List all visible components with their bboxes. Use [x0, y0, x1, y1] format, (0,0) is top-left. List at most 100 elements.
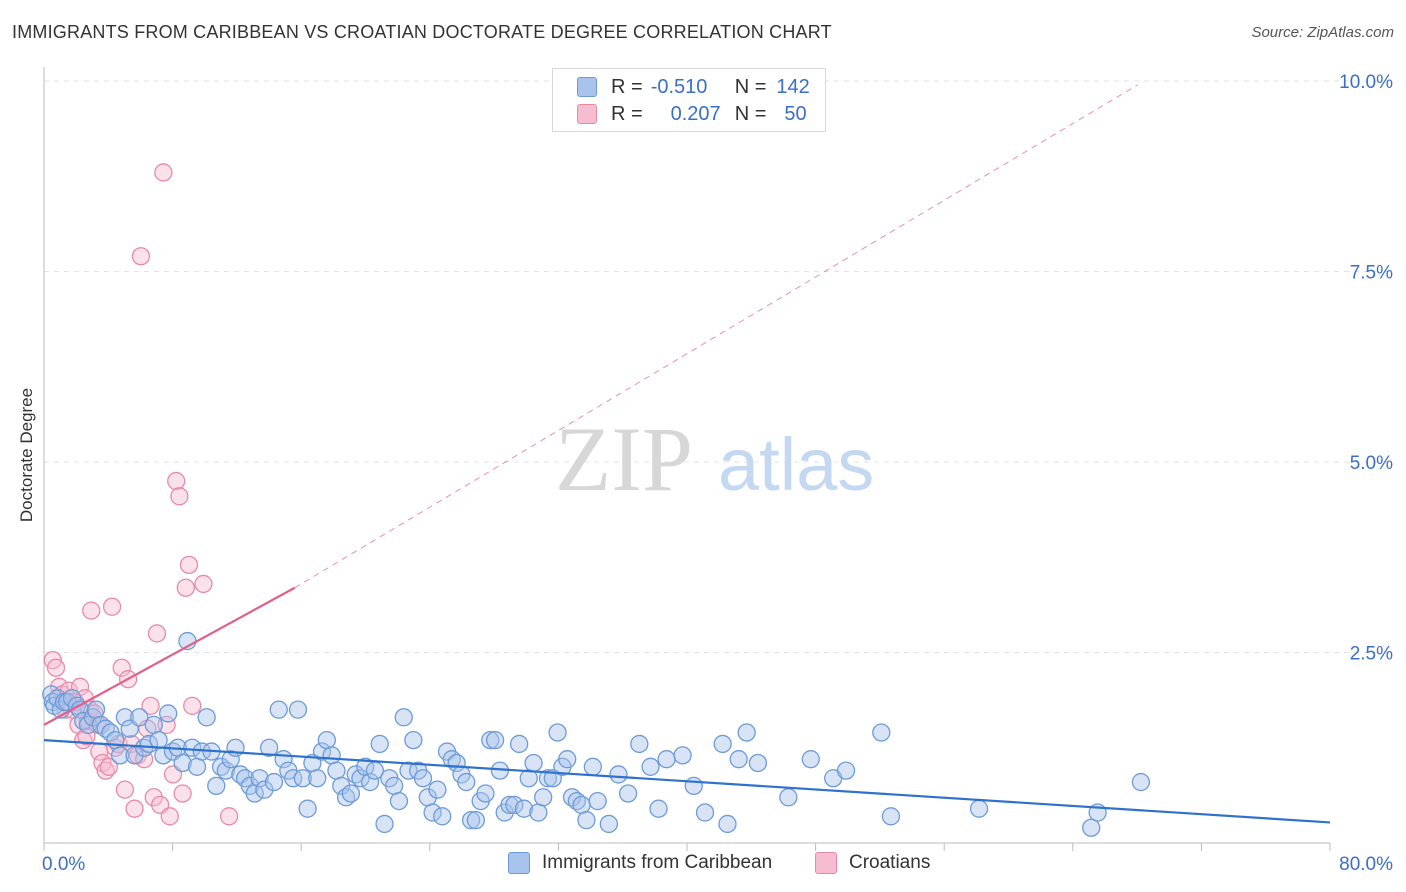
caribbean-point — [183, 738, 202, 757]
caribbean-point — [684, 776, 703, 795]
caribbean-point — [969, 799, 989, 818]
croatian-trend-line — [43, 586, 296, 726]
caribbean-point — [255, 780, 274, 799]
tick-label-layer: 2.5% 5.0% 7.5% 10.0% 0.0% 80.0% — [42, 72, 1393, 875]
croatian-point — [147, 624, 167, 643]
caribbean-point — [130, 708, 149, 727]
caribbean-point — [718, 814, 737, 834]
croatian-point — [167, 471, 186, 491]
legend-n-label: N = — [734, 75, 767, 98]
caribbean-point — [308, 769, 327, 788]
bottom-legend-caribbean[interactable]: Immigrants from Caribbean — [508, 852, 772, 874]
y-tick-label: 2.5% — [1350, 644, 1393, 665]
watermark-atlas: atlas — [718, 423, 874, 506]
caribbean-point — [322, 746, 341, 765]
caribbean-point — [534, 788, 553, 807]
chart-title: IMMIGRANTS FROM CARIBBEAN VS CROATIAN DO… — [12, 22, 832, 42]
caribbean-point — [548, 723, 567, 742]
croatian-point — [77, 727, 96, 746]
y-tick-label: 5.0% — [1350, 453, 1393, 474]
caribbean-point — [572, 795, 591, 815]
caribbean-point — [433, 807, 452, 826]
croatian-point — [176, 578, 195, 597]
croatian-point — [99, 757, 119, 776]
caribbean-point — [389, 791, 409, 811]
y-axis-label: Doctorate Degree — [17, 387, 36, 523]
legend-r-value-caribbean: -0.510 — [650, 75, 708, 98]
caribbean-point — [375, 814, 394, 834]
caribbean-point — [505, 795, 524, 815]
legend-n-label: N = — [734, 102, 767, 125]
caribbean-point — [404, 730, 423, 750]
caribbean-point — [1131, 772, 1151, 792]
croatian-point — [179, 555, 199, 575]
caribbean-point — [284, 769, 303, 788]
caribbean-point — [457, 772, 476, 792]
caribbean-point — [423, 803, 442, 822]
caribbean-trend-line — [43, 739, 1331, 824]
croatian-point — [160, 807, 179, 826]
caribbean-point — [110, 746, 130, 765]
caribbean-point — [384, 776, 404, 795]
y-tick-label: 7.5% — [1350, 263, 1393, 284]
caribbean-point — [649, 799, 668, 818]
caribbean-point — [327, 761, 346, 780]
caribbean-point — [695, 803, 715, 822]
caribbean-point — [207, 776, 226, 795]
caribbean-point — [558, 750, 577, 769]
caribbean-point — [618, 784, 638, 803]
caribbean-point — [748, 753, 768, 773]
caribbean-point — [500, 795, 519, 815]
croatian-point — [173, 784, 192, 803]
x-tick-label-min: 0.0% — [42, 854, 85, 875]
croatian-point — [170, 487, 189, 506]
caribbean-point — [461, 810, 481, 830]
caribbean-point — [394, 708, 413, 727]
bottom-legend-label-caribbean: Immigrants from Caribbean — [542, 852, 773, 873]
croatian-point — [82, 601, 101, 620]
caribbean-point — [524, 753, 543, 773]
legend-swatch-caribbean — [577, 77, 597, 97]
caribbean-point — [583, 757, 602, 776]
caribbean-point — [881, 807, 901, 826]
caribbean-point — [413, 769, 433, 788]
caribbean-point — [577, 810, 596, 830]
caribbean-point — [399, 761, 418, 780]
caribbean-point — [298, 799, 317, 818]
croatian-point — [125, 799, 144, 818]
caribbean-point — [729, 750, 748, 769]
caribbean-point — [609, 765, 628, 784]
croatian-trend-extension — [294, 84, 1138, 589]
caribbean-point — [588, 791, 607, 811]
caribbean-point — [538, 769, 558, 788]
caribbean-point — [529, 803, 548, 822]
croatian-point — [219, 807, 239, 826]
legend-r-value-croatians: 0.207 — [670, 102, 721, 125]
caribbean-point — [159, 704, 178, 723]
caribbean-point — [293, 769, 312, 788]
caribbean-point — [641, 757, 660, 776]
croatian-point — [115, 780, 135, 799]
caribbean-point — [351, 769, 370, 788]
caribbean-point — [312, 742, 332, 761]
caribbean-point — [144, 715, 163, 735]
caribbean-point — [836, 761, 856, 780]
watermark-zip: ZIP — [555, 408, 693, 510]
croatian-point — [141, 696, 160, 715]
bottom-legend-croatians[interactable]: Croatians — [815, 852, 930, 874]
caribbean-point — [259, 738, 279, 757]
legend-n-value-caribbean: 142 — [776, 75, 810, 98]
watermark: ZIP atlas — [555, 408, 874, 510]
caribbean-point — [221, 750, 240, 769]
caribbean-point — [269, 700, 288, 719]
caribbean-point — [264, 772, 284, 792]
croatian-point — [102, 597, 122, 616]
caribbean-point — [332, 776, 351, 795]
bottom-legend-label-croatians: Croatians — [849, 852, 931, 873]
points-layer — [42, 163, 1151, 837]
caribbean-point — [630, 734, 649, 754]
legend-row-croatians: R = 0.207 N = 50 — [577, 101, 807, 127]
grid-layer — [44, 80, 1394, 653]
caribbean-point — [872, 723, 891, 742]
